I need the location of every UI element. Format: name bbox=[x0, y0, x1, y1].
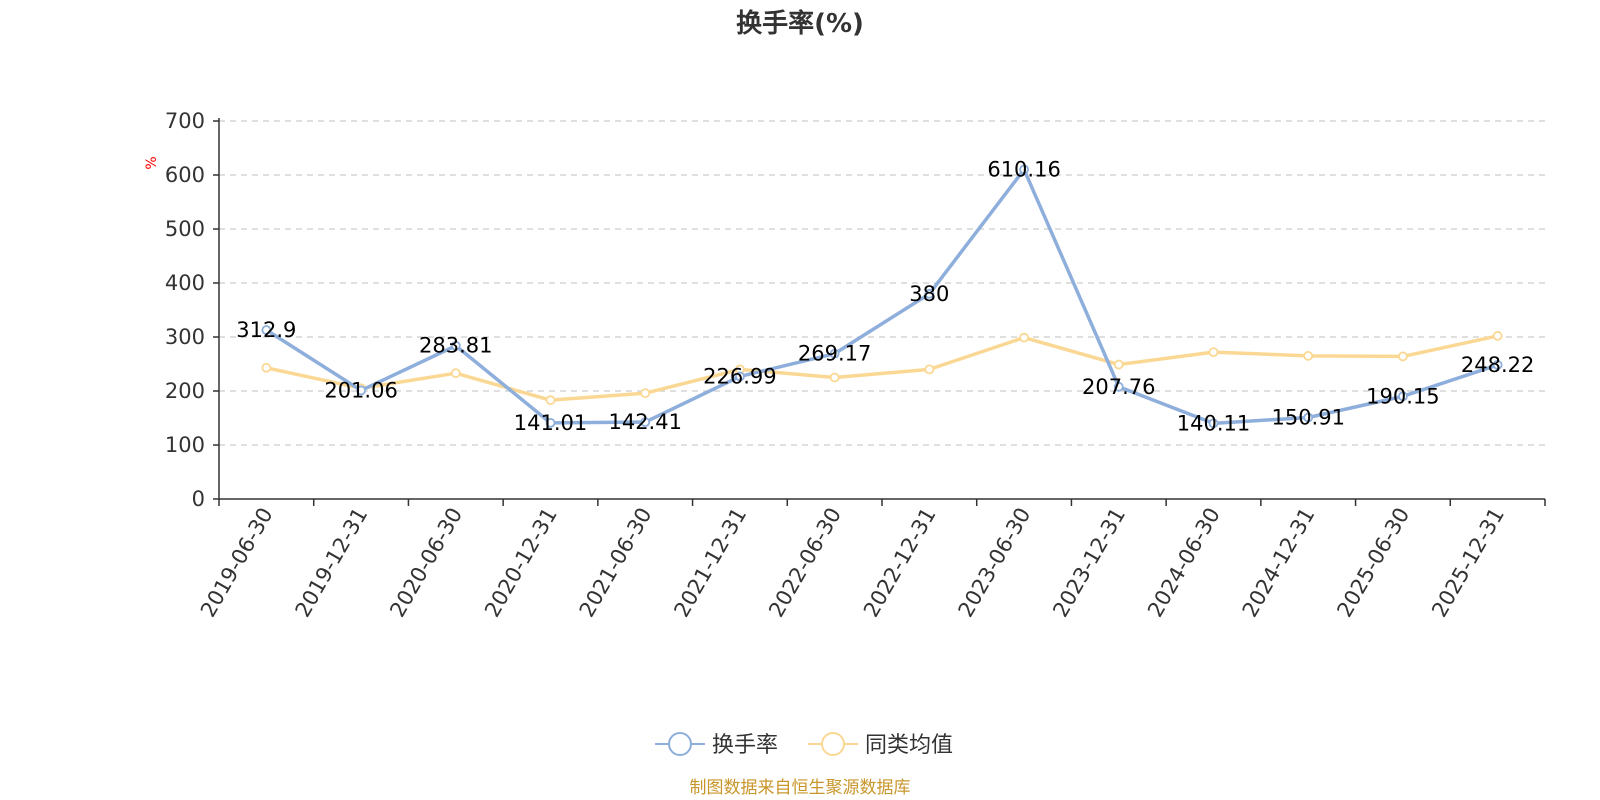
data-point bbox=[1303, 350, 1314, 361]
data-point bbox=[545, 417, 556, 428]
y-tick-label: 400 bbox=[165, 271, 205, 295]
data-point bbox=[829, 348, 840, 359]
series-lines bbox=[261, 164, 1503, 429]
data-point bbox=[924, 364, 935, 375]
legend-label: 同类均值 bbox=[865, 733, 953, 758]
data-point bbox=[1398, 391, 1408, 402]
x-tick-label: 2019-12-31 bbox=[291, 504, 373, 622]
y-tick-label: 300 bbox=[165, 325, 205, 349]
chart-title: 换手率(%) bbox=[736, 8, 864, 39]
data-point bbox=[1113, 359, 1124, 370]
data-label: 283.81 bbox=[419, 334, 492, 358]
x-tick-label: 2023-06-30 bbox=[954, 504, 1036, 622]
data-point bbox=[735, 371, 745, 382]
legend-circle-icon bbox=[821, 732, 845, 756]
data-point bbox=[450, 340, 461, 351]
x-tick-label: 2022-12-31 bbox=[859, 504, 941, 622]
data-point bbox=[1398, 351, 1408, 362]
data-label: 248.22 bbox=[1461, 353, 1534, 377]
x-tick-label: 2025-06-30 bbox=[1332, 504, 1414, 622]
data-label: 312.9 bbox=[236, 318, 296, 342]
data-point bbox=[924, 288, 935, 299]
data-point bbox=[1492, 331, 1503, 341]
data-point bbox=[545, 395, 556, 406]
legend-item[interactable]: 同类均值 bbox=[808, 732, 953, 758]
data-point bbox=[640, 388, 651, 399]
x-tick-label: 2021-12-31 bbox=[669, 504, 751, 622]
y-tick-label: 0 bbox=[192, 487, 205, 511]
data-label: 141.01 bbox=[514, 411, 587, 435]
x-tick-label: 2023-12-31 bbox=[1048, 504, 1130, 622]
data-point bbox=[1303, 412, 1314, 423]
source-note: 制图数据来自恒生聚源数据库 bbox=[690, 778, 911, 798]
data-point bbox=[1208, 418, 1219, 429]
x-tick-label: 2025-12-31 bbox=[1427, 504, 1509, 622]
data-label: 142.41 bbox=[608, 410, 681, 434]
y-tick-label: 700 bbox=[165, 109, 205, 133]
data-label: 226.99 bbox=[703, 364, 776, 388]
data-point bbox=[1208, 347, 1219, 358]
x-tick-label: 2024-12-31 bbox=[1238, 504, 1320, 622]
data-label: 207.76 bbox=[1082, 375, 1155, 399]
legend-label: 换手率 bbox=[712, 733, 778, 758]
data-label: 140.11 bbox=[1177, 411, 1250, 435]
x-tick-label: 2019-06-30 bbox=[196, 504, 278, 622]
x-tick-label: 2024-06-30 bbox=[1143, 504, 1225, 622]
y-tick-label: 600 bbox=[165, 163, 205, 187]
data-label: 380 bbox=[909, 282, 949, 306]
y-tick-label: 100 bbox=[165, 433, 205, 457]
data-point bbox=[829, 372, 840, 383]
y-axis-unit: % bbox=[144, 156, 160, 169]
x-tick-label: 2021-06-30 bbox=[575, 504, 657, 622]
data-label: 190.15 bbox=[1366, 384, 1439, 408]
data-point bbox=[356, 385, 366, 396]
y-tick-label: 200 bbox=[165, 379, 205, 403]
legend[interactable]: 换手率 同类均值 bbox=[655, 732, 953, 758]
data-label: 610.16 bbox=[987, 158, 1060, 182]
data-label: 269.17 bbox=[798, 342, 871, 366]
data-point bbox=[1113, 381, 1124, 392]
x-tick-label: 2022-06-30 bbox=[764, 504, 846, 622]
legend-item[interactable]: 换手率 bbox=[655, 732, 778, 758]
x-tick-label: 2020-06-30 bbox=[385, 504, 467, 622]
series-line-1 bbox=[264, 334, 1500, 402]
legend-circle-icon bbox=[668, 732, 692, 756]
data-point bbox=[450, 368, 461, 379]
data-point bbox=[261, 325, 272, 335]
data-labels: 312.9 201.06 283.81 141.01 142.41 226.99 269.1… bbox=[236, 158, 1534, 436]
data-point bbox=[1019, 332, 1029, 343]
data-point bbox=[1492, 360, 1503, 370]
y-tick-label: 500 bbox=[165, 217, 205, 241]
data-point bbox=[1019, 164, 1029, 175]
data-point bbox=[640, 417, 651, 427]
series-line-0 bbox=[264, 167, 1500, 426]
data-label: 150.91 bbox=[1271, 406, 1344, 430]
x-tick-label: 2020-12-31 bbox=[480, 504, 562, 622]
data-point bbox=[261, 362, 272, 373]
data-label: 201.06 bbox=[324, 378, 397, 402]
grid-lines bbox=[219, 120, 1545, 446]
